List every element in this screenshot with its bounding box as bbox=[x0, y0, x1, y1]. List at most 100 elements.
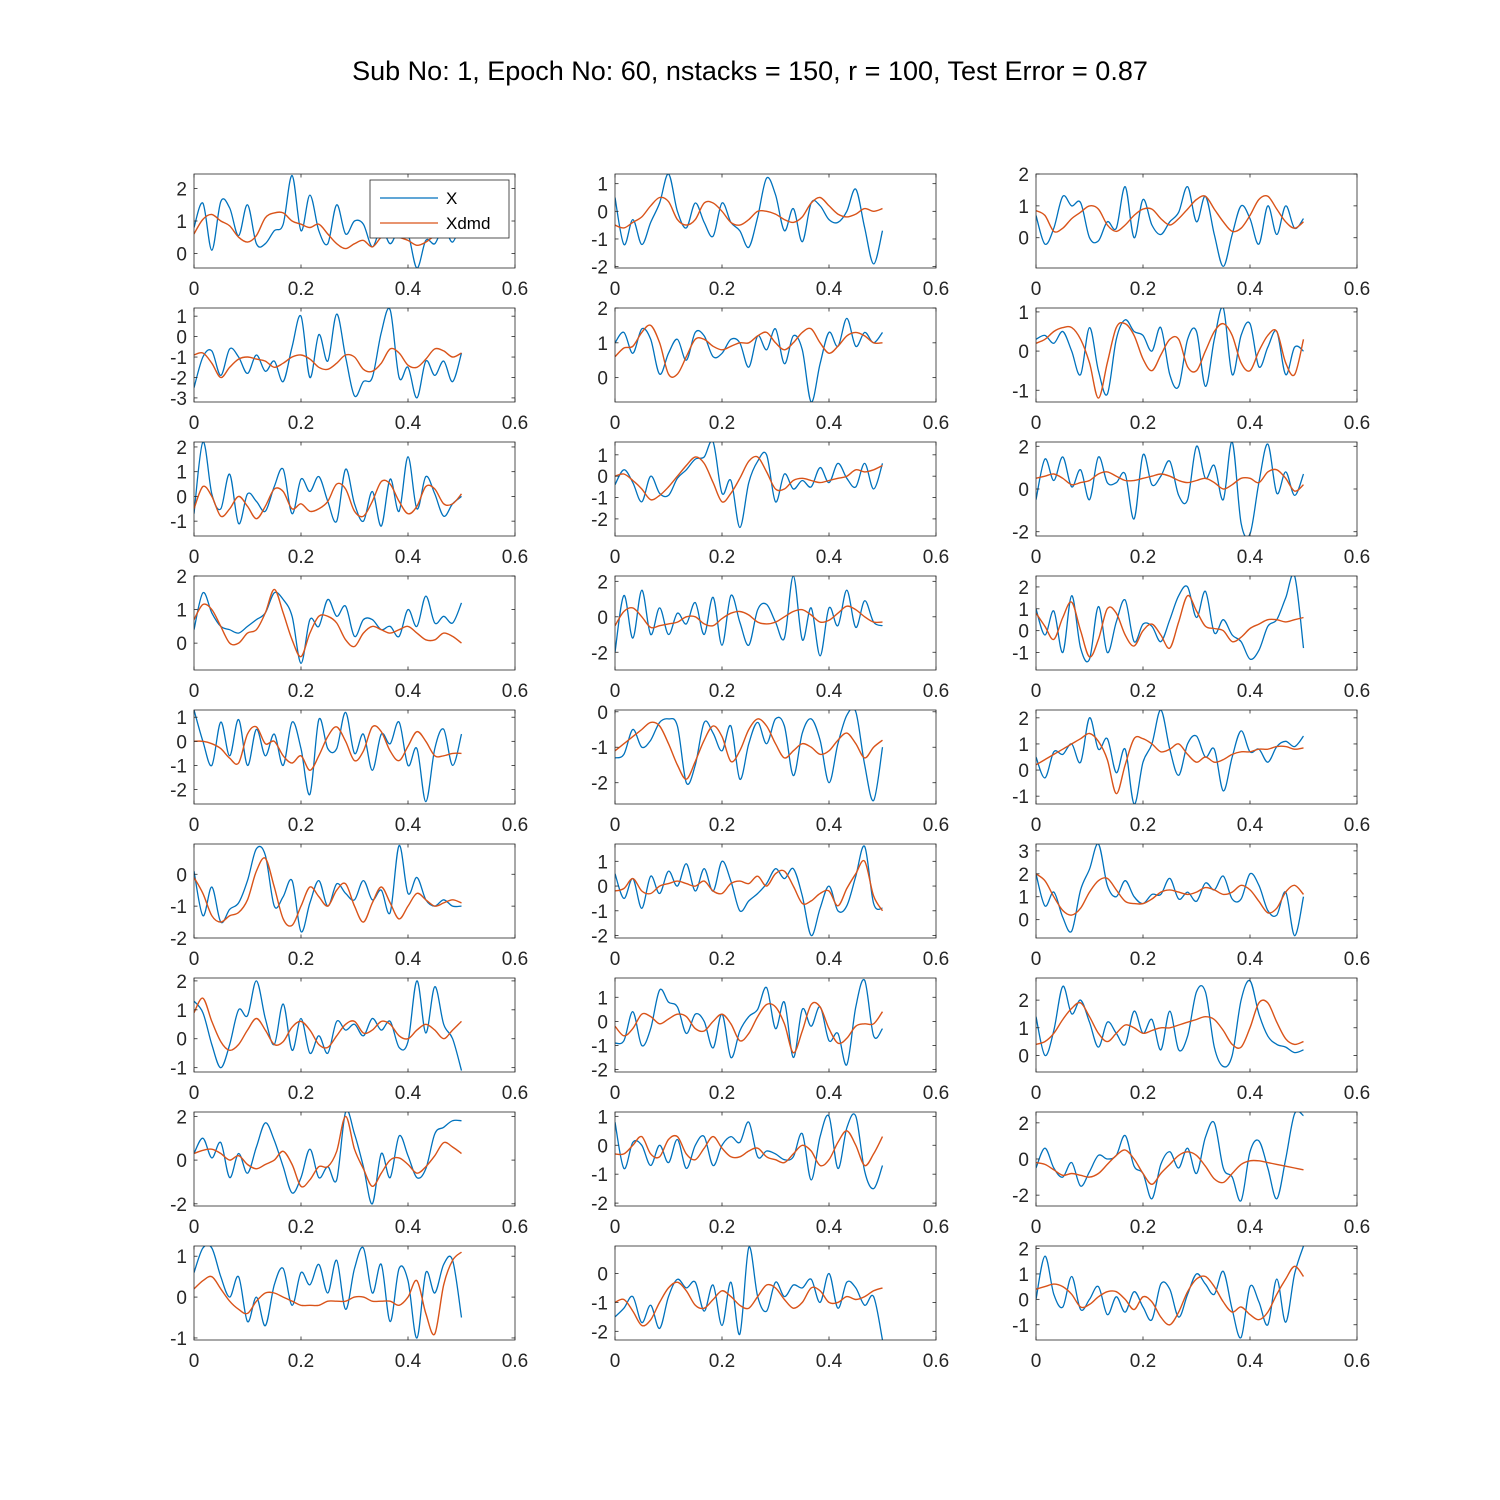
series-x-line bbox=[1036, 1112, 1304, 1202]
x-tick-label: 0.4 bbox=[1237, 547, 1264, 568]
series-xdmd-line bbox=[194, 1251, 462, 1336]
y-tick-label: 0 bbox=[1018, 342, 1029, 363]
subplot-5: 0 0.2 0.4 0.6 0 1 2 bbox=[597, 299, 949, 434]
series-xdmd-line bbox=[615, 455, 883, 503]
x-tick-label: 0 bbox=[610, 949, 621, 970]
series-x-line bbox=[1036, 710, 1305, 804]
axes-box bbox=[1035, 1245, 1358, 1341]
x-tick-label: 0.2 bbox=[1130, 681, 1156, 702]
x-tick-label: 0 bbox=[1031, 949, 1042, 970]
y-tick-label: 3 bbox=[1018, 842, 1029, 863]
series-xdmd-line bbox=[1036, 468, 1304, 492]
y-tick-label: 0 bbox=[176, 634, 187, 655]
x-tick-label: 0.4 bbox=[395, 815, 422, 836]
legend-label-x: X bbox=[446, 189, 457, 208]
subplot-13: 0 0.2 0.4 0.6 -2 -1 0 1 bbox=[170, 708, 528, 836]
series-x-line bbox=[1036, 979, 1304, 1068]
y-tick-label: -1 bbox=[170, 756, 187, 777]
y-tick-label: 2 bbox=[176, 180, 187, 201]
x-tick-label: 0.2 bbox=[288, 681, 314, 702]
y-tick-label: -2 bbox=[591, 1194, 608, 1215]
series-xdmd-line bbox=[1036, 873, 1305, 916]
series-x-line bbox=[1036, 844, 1305, 937]
series-x-line bbox=[194, 442, 462, 527]
y-tick-label: 0 bbox=[176, 1030, 187, 1051]
series-xdmd-line bbox=[194, 1115, 462, 1188]
y-tick-label: 0 bbox=[597, 1012, 608, 1033]
series-x-line bbox=[194, 844, 462, 933]
x-tick-label: 0.2 bbox=[1130, 1217, 1156, 1238]
x-tick-label: 0 bbox=[610, 815, 621, 836]
x-tick-label: 0.6 bbox=[502, 815, 528, 836]
series-xdmd-line bbox=[194, 857, 462, 927]
y-tick-label: 1 bbox=[176, 1247, 187, 1268]
series-x-line bbox=[615, 1246, 884, 1340]
subplot-9: 0 0.2 0.4 0.6-202 bbox=[1012, 437, 1370, 568]
x-tick-label: 0.2 bbox=[1130, 547, 1156, 568]
series-x-line bbox=[615, 1113, 884, 1190]
x-tick-label: 0.4 bbox=[1237, 949, 1264, 970]
y-tick-label: -2 bbox=[591, 258, 608, 279]
axes-box bbox=[193, 709, 516, 805]
subplot-16: 0 0.2 0.4 0.6 -2 -1 0 bbox=[170, 843, 528, 970]
y-tick-label: 2 bbox=[176, 972, 187, 993]
y-tick-label: -2 bbox=[170, 781, 187, 802]
series-x-line bbox=[1036, 186, 1305, 268]
x-tick-label: 0.6 bbox=[502, 279, 528, 300]
axes-box bbox=[193, 307, 516, 403]
legend-box bbox=[369, 179, 510, 239]
y-tick-label: -3 bbox=[170, 389, 187, 410]
subplot-23: 0 0.2 0.4 0.6 -2 -1 0 1 bbox=[591, 1107, 949, 1238]
x-tick-label: 0.6 bbox=[923, 681, 949, 702]
y-tick-label: 2 bbox=[1018, 437, 1029, 458]
x-tick-label: 0.2 bbox=[288, 1083, 314, 1104]
x-tick-label: 0 bbox=[610, 547, 621, 568]
y-tick-label: 0 bbox=[597, 202, 608, 223]
x-tick-label: 0.4 bbox=[816, 681, 843, 702]
x-tick-label: 0.6 bbox=[1344, 681, 1370, 702]
y-tick-label: 1 bbox=[597, 988, 608, 1009]
y-tick-label: -1 bbox=[591, 1165, 608, 1186]
y-tick-label: 1 bbox=[176, 708, 187, 729]
x-tick-label: 0.4 bbox=[395, 681, 422, 702]
series-xdmd-line bbox=[615, 1001, 884, 1054]
x-tick-label: 0.6 bbox=[502, 949, 528, 970]
axes-box bbox=[1035, 307, 1358, 403]
y-tick-label: -2 bbox=[591, 510, 608, 531]
y-tick-label: -1 bbox=[591, 489, 608, 510]
x-tick-label: 0.2 bbox=[709, 413, 735, 434]
x-tick-label: 0.2 bbox=[1130, 949, 1156, 970]
y-tick-label: 0 bbox=[176, 244, 187, 265]
x-tick-label: 0.4 bbox=[816, 547, 843, 568]
series-xdmd-line bbox=[194, 588, 462, 658]
x-tick-label: 0 bbox=[1031, 547, 1042, 568]
series-x-line bbox=[194, 980, 463, 1071]
x-tick-label: 0.4 bbox=[1237, 1083, 1264, 1104]
y-tick-label: 1 bbox=[1018, 888, 1029, 909]
x-tick-label: 0.2 bbox=[709, 1083, 735, 1104]
axes-box bbox=[614, 709, 937, 805]
y-tick-label: 2 bbox=[597, 572, 608, 593]
x-tick-label: 0.4 bbox=[816, 1083, 843, 1104]
series-xdmd-line bbox=[1036, 594, 1304, 658]
x-tick-label: 0.6 bbox=[923, 949, 949, 970]
y-tick-label: 0 bbox=[1018, 911, 1029, 932]
y-tick-label: 0 bbox=[597, 877, 608, 898]
y-tick-label: 1 bbox=[1018, 600, 1029, 621]
axes-box bbox=[193, 441, 516, 537]
axes-box bbox=[614, 977, 937, 1073]
axes-box bbox=[614, 307, 937, 403]
y-tick-label: -1 bbox=[591, 1293, 608, 1314]
y-tick-label: 1 bbox=[597, 334, 608, 355]
x-tick-label: 0 bbox=[189, 547, 200, 568]
series-x-line bbox=[194, 174, 463, 268]
y-tick-label: -2 bbox=[170, 368, 187, 389]
x-tick-label: 0 bbox=[610, 1351, 621, 1372]
series-x-line bbox=[615, 710, 884, 802]
x-tick-label: 0 bbox=[1031, 1083, 1042, 1104]
y-tick-label: -2 bbox=[1012, 523, 1029, 544]
series-xdmd-line bbox=[615, 718, 883, 780]
series-xdmd-line bbox=[194, 211, 462, 250]
